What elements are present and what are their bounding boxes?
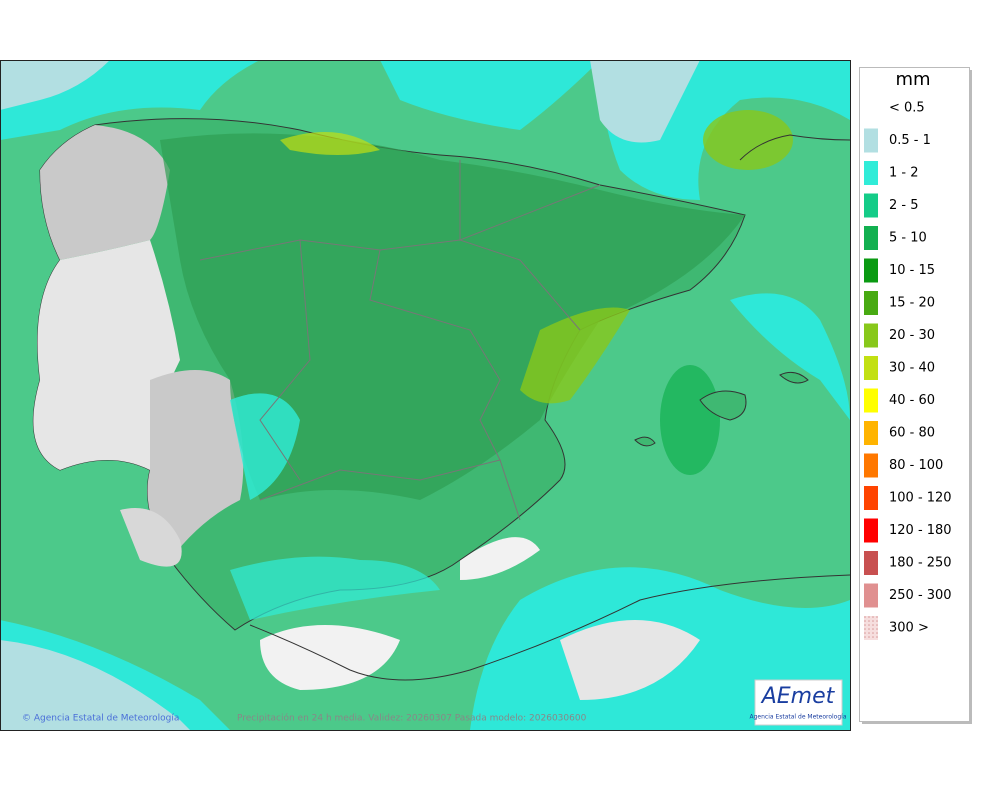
legend-swatch — [864, 551, 878, 575]
legend-swatch — [864, 291, 878, 315]
legend-label: 5 - 10 — [889, 231, 927, 246]
legend-label: 30 - 40 — [889, 361, 935, 376]
credit: © Agencia Estatal de Meteorología — [22, 714, 179, 724]
legend-label: 250 - 300 — [889, 588, 952, 603]
legend-title: mm — [895, 69, 930, 90]
legend-label: 10 - 15 — [889, 263, 935, 278]
legend-label: 120 - 180 — [889, 523, 952, 538]
legend-label: 180 - 250 — [889, 556, 952, 571]
legend-swatch — [864, 616, 878, 640]
legend-label: 40 - 60 — [889, 393, 935, 408]
legend-swatch — [864, 453, 878, 478]
legend-swatch — [864, 421, 878, 445]
legend-swatch — [864, 356, 878, 380]
logo-subtitle: Agencia Estatal de Meteorología — [750, 714, 847, 721]
borders — [199, 160, 601, 521]
legend-swatch — [864, 323, 878, 348]
legend-swatch — [864, 128, 878, 153]
legend-label: 20 - 30 — [889, 328, 935, 343]
map-frame — [0, 60, 851, 731]
legend-label: 1 - 2 — [889, 166, 919, 181]
legend-label: < 0.5 — [889, 101, 925, 116]
caption: Precipitación en 24 h media. Validez: 20… — [237, 713, 587, 724]
legend-label: 100 - 120 — [889, 491, 952, 506]
legend-label: 300 > — [889, 621, 929, 636]
legend-swatch — [864, 161, 878, 185]
legend-swatch — [864, 518, 878, 543]
legend-label: 2 - 5 — [889, 198, 919, 213]
legend-swatch — [864, 388, 878, 413]
legend-swatch — [864, 226, 878, 250]
legend-swatch — [864, 583, 878, 608]
legend-label: 0.5 - 1 — [889, 133, 931, 148]
map: © Agencia Estatal de Meteorología Precip… — [1, 60, 850, 730]
logo-box — [754, 679, 843, 726]
legend-label: 60 - 80 — [889, 426, 935, 441]
legend-swatch — [864, 193, 878, 218]
legend-label: 15 - 20 — [889, 296, 935, 311]
legend-swatch — [864, 486, 878, 510]
legend-swatch — [864, 258, 878, 283]
legend-label: 80 - 100 — [889, 458, 943, 473]
logo: AEmet — [760, 684, 836, 709]
